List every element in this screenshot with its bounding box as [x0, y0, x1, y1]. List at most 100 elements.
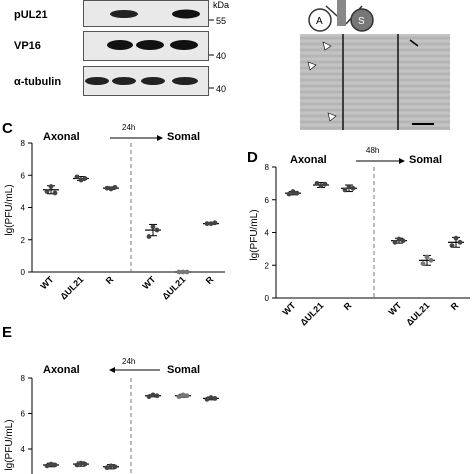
panel-e-y-axis-label: lg(PFU/mL)	[4, 419, 15, 470]
diagram-label-s: S	[358, 16, 365, 27]
panel-d-data-point	[392, 239, 398, 245]
panel-d-somal: Somal	[409, 154, 442, 166]
kda-label: kDa	[213, 0, 229, 10]
panel-e-y-tick-label: 4	[21, 445, 26, 454]
panel-c-data-point	[108, 186, 114, 192]
band-tub-3	[141, 77, 165, 85]
panel-c-data-point	[184, 269, 190, 275]
band-pul21-2	[172, 9, 200, 19]
panel-c-category-label: R	[104, 274, 116, 286]
panel-c-y-tick-label: 0	[21, 268, 26, 277]
panel-e-data-point	[212, 396, 218, 401]
band-vp16-1	[107, 40, 133, 50]
panel-d-arrowhead	[399, 158, 405, 164]
panel-e-data-point	[48, 461, 54, 467]
panel-d-category-label: R	[449, 300, 461, 312]
panel-d-data-point	[400, 238, 406, 244]
panel-d-arrow-label: 48h	[366, 146, 379, 155]
panel-e-data-point	[154, 393, 160, 399]
panel-e-data-point	[180, 392, 186, 398]
panel-c-data-point	[204, 221, 210, 227]
panel-e-data-point	[104, 465, 110, 471]
panel-e-data-point	[204, 396, 210, 402]
arrowhead-2	[307, 61, 317, 71]
panel-c-data-point	[146, 234, 152, 239]
band-tub-2	[112, 77, 136, 85]
panel-letter-c: C	[2, 120, 13, 137]
panel-d-data-point	[286, 191, 292, 197]
arrowhead-3	[327, 112, 337, 122]
marker-40a: 40	[216, 51, 226, 61]
panel-c-y-tick-label: 2	[21, 236, 26, 245]
panel-e-data-point	[78, 460, 84, 466]
panel-c-y-tick-label: 4	[21, 204, 26, 213]
panel-c-data-point	[44, 188, 50, 194]
band-vp16-3	[170, 40, 198, 50]
panel-e-data-point	[150, 392, 156, 398]
panel-d-data-point	[453, 235, 459, 241]
panel-d-data-point	[290, 189, 296, 194]
panel-d-axonal: Axonal	[290, 154, 327, 166]
micrograph-arrow	[409, 39, 419, 47]
panel-c-data-point	[48, 184, 54, 189]
panel-d-data-point	[428, 257, 434, 263]
chamber-diagram: A S	[308, 0, 374, 32]
panel-c-data-point	[82, 176, 88, 181]
panel-c-category-label: WT	[140, 274, 157, 291]
panel-d-category-label: WT	[280, 300, 297, 317]
panel-c-y-tick-label: 8	[21, 139, 26, 148]
panel-e-data-point	[52, 462, 58, 468]
panel-c-category-label: WT	[38, 274, 55, 291]
panel-e-y-tick-label: 6	[21, 410, 26, 419]
panel-d-data-point	[322, 181, 328, 187]
panel-c-category-label: ΔUL21	[160, 274, 187, 301]
panel-d-y-tick-label: 6	[265, 196, 270, 205]
blot-label-tubulin: α-tubulin	[14, 76, 61, 88]
band-tub-4	[172, 77, 198, 85]
panel-d-data-point	[350, 185, 356, 191]
panel-d-data-point	[314, 180, 320, 186]
panel-c-data-point	[78, 177, 84, 183]
panel-d-data-point	[396, 236, 402, 242]
panel-e-somal: Somal	[167, 364, 200, 376]
panel-c-axonal: Axonal	[43, 131, 80, 143]
panel-e-data-point	[112, 464, 118, 470]
panel-e-data-point	[44, 463, 50, 469]
panel-c-data-point	[176, 269, 182, 275]
panel-letter-d: D	[247, 149, 258, 166]
panel-c-data-point	[112, 184, 118, 190]
panel-c-y-axis-label: lg(PFU/mL)	[4, 184, 15, 235]
diagram-circle-a	[308, 8, 332, 32]
panel-c-arrow-label: 24h	[122, 123, 135, 132]
panel-e-data-point	[74, 462, 80, 468]
marker-40b: 40	[216, 84, 226, 94]
panel-e-arrowhead	[109, 367, 115, 373]
marker-55: 55	[216, 16, 226, 26]
panel-d-data-point	[346, 184, 352, 190]
panel-e-axonal: Axonal	[43, 364, 80, 376]
panel-c-y-tick-label: 6	[21, 171, 26, 180]
blot-label-vp16: VP16	[14, 40, 41, 52]
panel-c-data-point	[180, 269, 186, 275]
micrograph	[300, 34, 450, 130]
band-pul21-1	[110, 10, 138, 18]
panel-d-data-point	[424, 254, 430, 260]
arrowhead-1	[322, 41, 332, 51]
panel-d-data-point	[457, 239, 463, 245]
diagram-label-a: A	[316, 16, 323, 27]
panel-e-data-point	[208, 395, 214, 400]
panel-letter-e: E	[2, 324, 12, 341]
panel-d-category-label: WT	[386, 300, 403, 317]
panel-d-category-label: ΔUL21	[298, 300, 325, 327]
microscopy-image	[300, 34, 450, 130]
panel-e-y-tick-label: 8	[21, 374, 26, 383]
panel-c-category-label: ΔUL21	[58, 274, 85, 301]
panel-d-data-point	[318, 183, 324, 189]
panel-c-data-point	[212, 220, 218, 226]
panel-d-data-point	[449, 243, 455, 249]
panel-d-y-axis-label: lg(PFU/mL)	[249, 209, 260, 260]
panel-d-data-point	[342, 187, 348, 193]
panel-c-data-point	[104, 185, 110, 191]
panel-d-data-point	[420, 261, 426, 267]
